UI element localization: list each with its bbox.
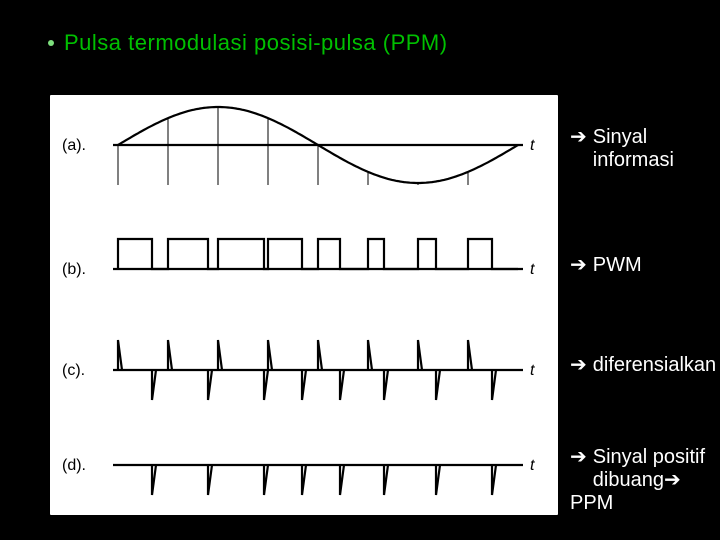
note-diferensialkan: ➔diferensialkan: [570, 354, 716, 377]
note-pwm: ➔PWM: [570, 254, 642, 277]
svg-text:(a).: (a).: [62, 137, 86, 154]
svg-text:t: t: [530, 261, 535, 278]
note-sinyal-informasi: ➔Sinyal➔informasi: [570, 126, 674, 172]
note-ppm: ➔Sinyal positif➔dibuang➔ PPM: [570, 446, 720, 515]
svg-text:(c).: (c).: [62, 362, 85, 379]
slide-title: Pulsa termodulasi posisi-pulsa (PPM): [64, 30, 448, 56]
title-bullet: [48, 40, 54, 46]
svg-text:(b).: (b).: [62, 261, 86, 278]
svg-text:(d).: (d).: [62, 457, 86, 474]
svg-text:t: t: [530, 457, 535, 474]
ppm-diagram: (a). t (b). t (c). t (d). t: [50, 95, 558, 515]
ppm-diagram-svg: (a). t (b). t (c). t (d). t: [50, 95, 558, 515]
title-row: Pulsa termodulasi posisi-pulsa (PPM): [48, 30, 448, 56]
svg-text:t: t: [530, 362, 535, 379]
svg-text:t: t: [530, 137, 535, 154]
